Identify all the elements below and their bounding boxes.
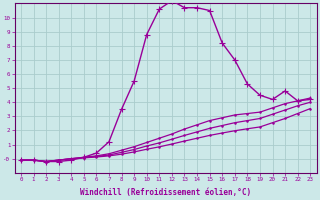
X-axis label: Windchill (Refroidissement éolien,°C): Windchill (Refroidissement éolien,°C): [80, 188, 251, 197]
